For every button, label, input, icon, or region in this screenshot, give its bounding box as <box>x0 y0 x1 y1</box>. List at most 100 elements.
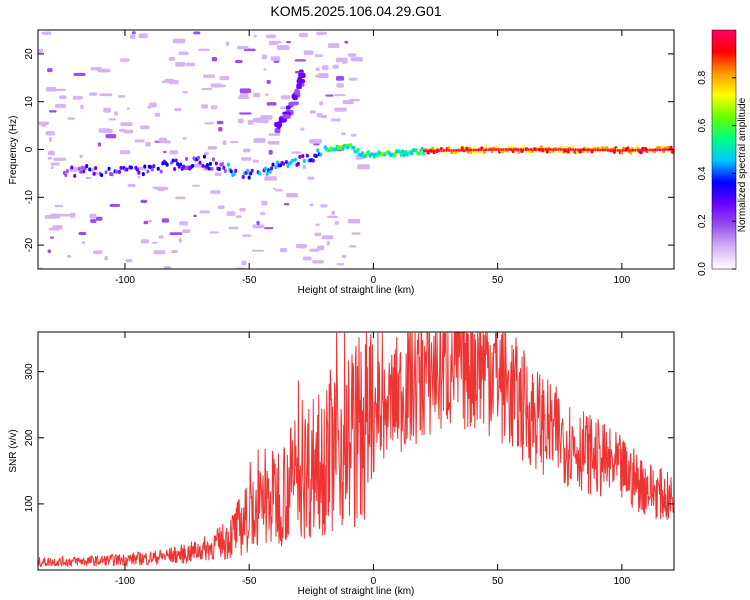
spectrogram-ridge-cell <box>360 151 364 156</box>
spectrogram-noise-cell <box>88 92 98 96</box>
spectrogram-noise-cell <box>230 141 239 144</box>
spectrogram-noise-cell <box>73 72 86 77</box>
colorbar-tick-label: 0.6 <box>697 118 708 132</box>
spectrogram-ridge-cell <box>281 161 285 166</box>
spectrogram-ridge-cell <box>301 153 305 158</box>
spectrogram-noise-cell <box>291 151 302 154</box>
spectrogram-ridge-core <box>609 149 612 152</box>
spectrogram-noise-cell <box>41 31 52 35</box>
spectrogram-ridge-cell <box>229 169 233 174</box>
spectrogram-noise-cell <box>266 34 276 39</box>
spectrogram-ridge-core <box>634 149 637 152</box>
spectrogram-noise-cell <box>341 61 348 64</box>
spectrogram-noise-cell <box>47 68 53 73</box>
spectrogram-ridge-cell <box>117 169 121 174</box>
spectrogram-x-tick-label: -50 <box>242 275 257 286</box>
spectrogram-noise-cell <box>336 83 344 88</box>
spectrogram-ridge-core <box>472 148 475 152</box>
spectrogram-ridge-cell <box>402 153 406 158</box>
spectrogram-ridge-core <box>512 148 515 151</box>
spectrogram-ridge-cell <box>150 167 154 172</box>
spectrogram-noise-cell <box>253 138 266 143</box>
spectrogram-x-tick-label: 50 <box>492 275 504 286</box>
spectrogram-x-tick-label: -100 <box>115 275 135 286</box>
spectrogram-noise-cell <box>286 41 291 44</box>
spectrogram-ridge-core <box>572 148 575 151</box>
spectrogram-ridge-core <box>519 148 522 151</box>
spectrogram-ridge-core <box>599 148 602 152</box>
spectrogram-branch-cell <box>285 105 291 110</box>
spectrogram-ridge-cell <box>107 166 111 171</box>
spectrogram-noise-cell <box>131 31 136 35</box>
spectrogram-noise-cell <box>99 93 113 97</box>
spectrogram-noise-cell <box>256 118 269 124</box>
spectrogram-ridge-cell <box>174 158 178 163</box>
spectrogram-noise-cell <box>46 86 57 92</box>
spectrogram-noise-cell <box>241 157 252 161</box>
spectrogram-noise-cell <box>57 213 71 217</box>
spectrogram-noise-cell <box>48 137 53 143</box>
spectrogram-noise-cell <box>239 208 246 212</box>
spectrogram-noise-cell <box>309 139 323 144</box>
spectrogram-ridge-cell <box>211 157 215 162</box>
spectrogram-ridge-core <box>490 148 493 151</box>
spectrogram-ridge-cell <box>398 149 402 154</box>
snr-series-line <box>38 332 674 569</box>
spectrogram-noise-cell <box>252 224 265 229</box>
spectrogram-ridge-cell <box>314 154 318 159</box>
spectrogram-noise-cell <box>253 92 261 98</box>
spectrogram-noise-cell <box>236 46 249 50</box>
spectrogram-noise-cell <box>218 126 223 132</box>
spectrogram-ridge-core <box>425 149 428 153</box>
spectrogram-ridge-cell <box>159 169 163 174</box>
spectrogram-ridge-core <box>437 149 440 152</box>
spectrogram-ridge-cell <box>290 158 294 163</box>
spectrogram-ridge-cell <box>234 168 238 173</box>
spectrogram-ridge-cell <box>143 164 147 169</box>
spectrogram-ridge-core <box>596 148 599 152</box>
spectrogram-noise-cell <box>327 43 340 49</box>
spectrogram-noise-cell <box>309 110 316 114</box>
spectrogram-branch-cell <box>297 76 303 83</box>
spectrogram-noise-cell <box>326 240 330 246</box>
spectrogram-ridge-cell <box>483 150 487 155</box>
spectrogram-ridge-core <box>440 149 443 152</box>
spectrogram-ridge-cell <box>152 164 156 169</box>
spectrogram-ridge-cell <box>77 166 81 171</box>
spectrogram-noise-cell <box>327 215 339 218</box>
spectrogram-noise-cell <box>66 255 72 258</box>
spectrogram-ridge-core <box>447 149 450 152</box>
spectrogram-noise-cell <box>193 163 204 168</box>
spectrogram-ridge-core <box>604 148 607 152</box>
spectrogram-noise-cell <box>348 77 358 81</box>
spectrogram-ridge-cell <box>171 158 175 163</box>
spectrogram-ridge-core <box>641 148 644 152</box>
spectrogram-noise-cell <box>256 220 260 226</box>
spectrogram-x-label: Height of straight line (km) <box>298 285 415 296</box>
spectrogram-ridge-core <box>616 149 619 152</box>
spectrogram-ridge-cell <box>125 167 129 172</box>
spectrogram-ridge-cell <box>270 166 274 171</box>
spectrogram-noise-cell <box>72 95 83 100</box>
spectrogram-noise-cell <box>298 32 308 38</box>
spectrogram-ridge-cell <box>85 164 89 169</box>
spectrogram-noise-cell <box>263 68 267 71</box>
spectrogram-ridge-cell <box>296 161 300 166</box>
spectrogram-ridge-core <box>654 148 657 152</box>
spectrogram-noise-cell <box>325 94 334 97</box>
spectrogram-noise-cell <box>168 57 176 61</box>
spectrogram-ridge-cell <box>94 166 98 171</box>
spectrogram-ridge-core <box>467 148 470 152</box>
spectrogram-ridge-cell <box>119 165 123 170</box>
spectrogram-ridge-cell <box>80 165 84 170</box>
spectrogram-noise-cell <box>158 235 164 239</box>
spectrogram-noise-cell <box>275 188 283 192</box>
spectrogram-noise-cell <box>204 122 215 125</box>
spectrogram-ridge-cell <box>205 162 209 167</box>
spectrogram-ridge-core <box>470 148 473 152</box>
spectrogram-ridge-cell <box>214 161 218 166</box>
spectrogram-noise-cell <box>38 121 49 126</box>
spectrogram-ridge-cell <box>217 167 221 172</box>
colorbar-tick-label: 0.8 <box>697 70 708 84</box>
